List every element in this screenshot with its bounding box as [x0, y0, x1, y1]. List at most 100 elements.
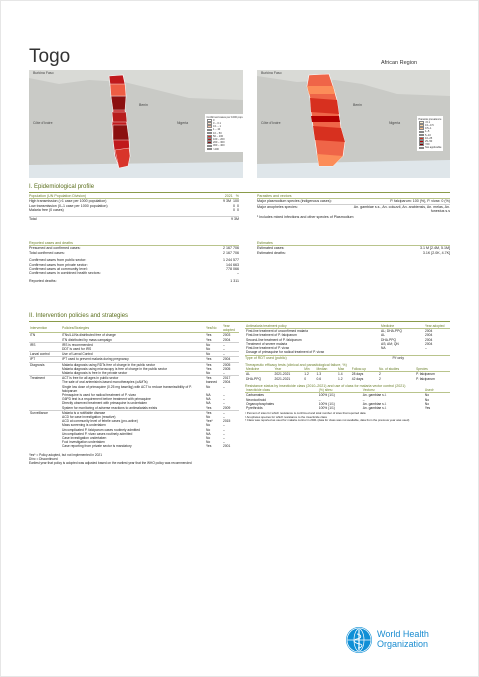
map1-label-burkina: Burkina Faso: [33, 71, 54, 75]
section2-heading: II. Intervention policies and strategies: [29, 313, 129, 319]
efficacy-col: Min: [303, 367, 316, 373]
treatment-label: First-line treatment of unconfirmed mala…: [246, 329, 308, 334]
policy-year: 2004: [223, 380, 231, 385]
efficacy-col: Medicine: [245, 367, 274, 373]
species-label: Major plasmodium species (indigenous cas…: [257, 199, 332, 204]
reported-row: Reported deaths: 1 311: [29, 279, 239, 283]
map2-legend-swatch: [418, 121, 424, 124]
policy-year: –: [222, 341, 239, 348]
map2-legend-swatch: [418, 124, 424, 127]
policy-yn: Yes: [205, 409, 222, 416]
efficacy-year: 2021-2021: [274, 372, 291, 377]
policy-row: Larval control Use of Larval Control No –: [29, 351, 239, 357]
policy-row: ACD for case investigation (reactive) No –: [29, 415, 239, 419]
policy-yn: NA: [206, 401, 211, 406]
map2-legend-item: Not applicable: [418, 146, 442, 150]
treatment-medicine: AS; AM; QN: [381, 341, 399, 346]
efficacy-col: No. of studies: [378, 367, 416, 373]
policy-text: Malaria diagnosis using microscopy is fr…: [62, 366, 168, 371]
policy-row: IRS IRS is recommended No –: [29, 341, 239, 348]
policy-col-policies: Policies/Strategies: [61, 324, 205, 334]
efficacy-median: 1.3: [316, 372, 322, 377]
policy-yn: Yes: [206, 366, 212, 371]
reported-row-value: 2 167 706: [223, 250, 239, 255]
reported-row-label: Total confirmed cases:: [29, 250, 65, 255]
population-row-value: 0: [233, 203, 235, 208]
map2-legend: Parasite prevalence <0.1 0.1–0.5 0.5–1 1–5 5–…: [417, 116, 443, 152]
policies-table: Intervention Policies/Strategies Yes/No …: [29, 324, 239, 449]
policy-row: ITN distributed by mass campaign Yes 2004: [29, 338, 239, 343]
map2-legend-label: Not applicable: [425, 146, 442, 150]
efficacy-col: Follow-up: [350, 367, 378, 373]
efficacy-sp: P. falciparum: [416, 376, 435, 381]
map1-legend-swatch: [206, 125, 212, 128]
policy-year: –: [223, 431, 225, 436]
policy-yn: Yes*: [206, 419, 213, 424]
policy-row: Malaria diagnosis is free in the private…: [29, 371, 239, 376]
policy-yn: Yes: [206, 405, 212, 410]
resistance-vec: An. gambiae s.l.: [362, 401, 387, 406]
policy-text: Uncomplicated P. falciparum cases routin…: [62, 427, 141, 432]
map2-legend-item: 25–50: [418, 140, 442, 143]
policy-year: 2003: [222, 332, 239, 338]
resistance-vec: –: [362, 397, 365, 402]
parasites-title: Parasites and vectors: [257, 194, 450, 200]
who-line2: Organization: [377, 639, 429, 649]
map2-legend-swatch: [418, 127, 424, 130]
parasites-block: Parasites and vectors Major plasmodium s…: [257, 194, 450, 219]
map2-label-nigeria: Nigeria: [389, 121, 401, 125]
treatment-col-medicine: Medicine: [380, 324, 424, 330]
anopheles-value: An. gambiae s.s., An. coluzzii, An. arab…: [353, 204, 450, 214]
map2-legend-item: Parasite prevalence: [419, 118, 442, 121]
population-row-pct: 0: [237, 208, 239, 213]
parasites-note: ¹ Includes mixed infections and other sp…: [257, 214, 354, 219]
policy-row: Directly observed treatment with primaqu…: [29, 401, 239, 405]
policy-year: 2004: [223, 337, 231, 342]
efficacy-col: Year: [273, 367, 304, 373]
policy-yn: Yes: [206, 444, 212, 449]
reported-row: Total confirmed cases: 2 167 706: [29, 251, 239, 255]
policy-row: Foci investigation undertaken No –: [29, 440, 239, 444]
resistance-note: ³ Class was reported as used for malaria…: [245, 418, 410, 423]
policy-row: Malaria diagnosis using microscopy is fr…: [29, 367, 239, 371]
treatment-row: First-line treatment of unconfirmed mala…: [245, 329, 450, 334]
treatment-year: 2004: [425, 329, 433, 334]
policy-row: DDT is used for IRS No –: [29, 347, 239, 352]
policy-text: The sale of oral artemisinin-based monot…: [62, 380, 148, 385]
policy-text: IPT used to prevent malaria during pregn…: [61, 356, 205, 363]
resistance-note: ² Anopheles species for which resistance…: [245, 414, 327, 419]
map1-legend-label: 200 – 300: [213, 141, 225, 145]
policy-year: –: [223, 384, 225, 389]
map1-label-civ: Côte d'Ivoire: [33, 121, 53, 125]
resistance-used: No: [424, 397, 430, 402]
map1-legend-label: Confirmed cases per 1000 population: [206, 115, 244, 119]
who-wordmark: World Health Organization: [377, 629, 429, 649]
resistance-sites: –: [318, 397, 321, 402]
map1-legend-item: 1 – 10: [206, 128, 244, 131]
map2-legend-label: >50: [425, 143, 430, 147]
resistance-note: ¹ Percent of sites for which resistance …: [245, 411, 366, 416]
map1-legend-label: 300 – 400: [213, 144, 225, 148]
efficacy-title: Therapeutic efficacy tests (clinical and…: [245, 362, 347, 367]
map2-legend-label: Parasite prevalence: [418, 117, 442, 121]
resistance-row: Organophosphates 100% (1/1) An. gambiae s.…: [245, 402, 450, 406]
policy-year: 2001: [223, 444, 231, 449]
policy-row: Single low dose of primaquine (0.25 mg b…: [29, 385, 239, 393]
policy-col-intervention: Intervention: [29, 324, 61, 334]
policy-text: Mass screening is undertaken: [62, 423, 106, 428]
policy-text: Primaquine is used for radical treatment…: [62, 393, 136, 398]
map1-legend-label: 10 – 50: [213, 131, 222, 135]
policy-row: Diagnosis Malaria diagnosis using RDTs fr…: [29, 361, 239, 367]
map1-legend-item: 0: [206, 119, 244, 122]
efficacy-fu: 42 days: [351, 376, 364, 381]
resistance-vec: An. gambiae s.l.: [362, 393, 387, 398]
policy-year: 2017: [222, 375, 239, 381]
map1-legend-swatch: [206, 131, 212, 135]
policy-row: The sale of oral artemisinin-based monot…: [29, 380, 239, 384]
map2-legend-item: >50: [418, 143, 442, 147]
policy-year: –: [223, 397, 225, 402]
policy-text: Malaria diagnosis using RDTs free of cha…: [61, 361, 205, 367]
confirmed-cases-map: Burkina Faso Côte d'Ivoire Benin Nigeria…: [29, 70, 243, 178]
resistance-cls: Pyrethroids: [246, 406, 263, 411]
